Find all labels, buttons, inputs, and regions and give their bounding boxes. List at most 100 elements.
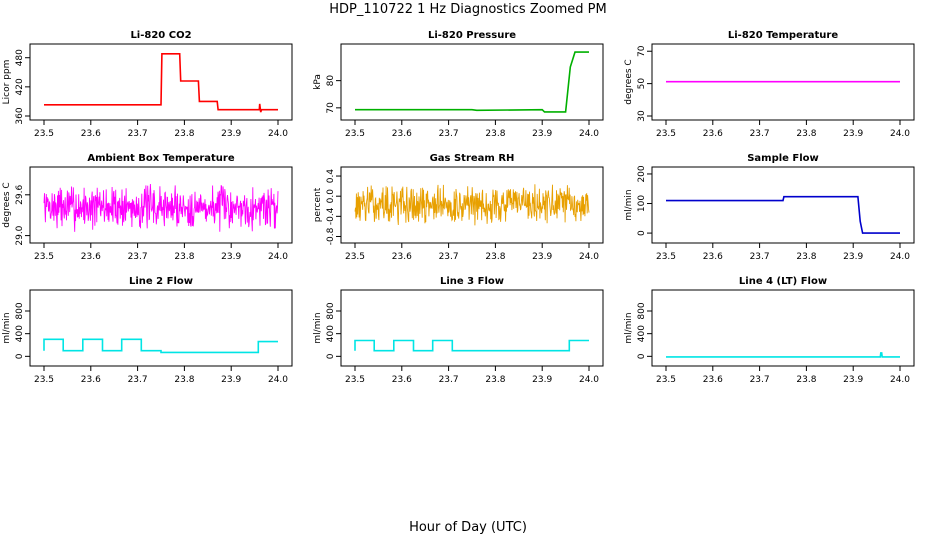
x-tick-label: 23.8 — [485, 129, 505, 139]
panel-9: Line 4 (LT) Flow 23.5 23.6 23.7 23.8 23.9 24.0… — [624, 276, 915, 385]
x-tick-label: 23.8 — [796, 375, 816, 385]
x-tick-label: 24.0 — [890, 252, 910, 262]
x-tick-label: 23.6 — [703, 375, 723, 385]
x-tick-label: 23.9 — [221, 375, 241, 385]
x-tick-label: 23.8 — [174, 375, 194, 385]
plot-frame — [29, 166, 293, 244]
panel-7: Line 2 Flow 23.5 23.6 23.7 23.8 23.9 24.0 0 400 8… — [2, 276, 293, 385]
panel-8: Line 3 Flow 23.5 23.6 23.7 23.8 23.9 24.0 0 400 8… — [313, 276, 604, 385]
y-tick-label: 400 — [326, 325, 336, 342]
panel-6: Sample Flow 23.5 23.6 23.7 23.8 23.9 24.0 0 100 2… — [624, 153, 915, 262]
x-tick-label: 23.7 — [128, 252, 148, 262]
x-tick-label: 23.8 — [796, 252, 816, 262]
panel-title: Ambient Box Temperature — [87, 153, 234, 164]
plot-frame — [651, 289, 915, 367]
y-tick-label: 80 — [326, 75, 336, 87]
series-line — [354, 339, 589, 352]
x-tick-label: 23.6 — [81, 375, 101, 385]
x-tick-label: 23.5 — [656, 129, 676, 139]
x-tick-label: 23.9 — [532, 375, 552, 385]
panel-title: Li-820 Temperature — [728, 30, 838, 41]
series-line — [354, 184, 590, 226]
y-axis-label: percent — [313, 187, 323, 222]
x-tick-label: 23.7 — [128, 375, 148, 385]
y-tick-label: 0 — [637, 353, 647, 359]
series-line — [666, 352, 900, 358]
y-axis-label: ml/min — [313, 312, 323, 343]
panel-3: Li-820 Temperature 23.5 23.6 23.7 23.8 23.9 24… — [624, 30, 915, 139]
x-tick-label: 24.0 — [890, 129, 910, 139]
x-tick-label: 23.9 — [532, 252, 552, 262]
panel-title: Gas Stream RH — [430, 153, 515, 164]
y-tick-label: 800 — [637, 302, 647, 319]
x-tick-label: 24.0 — [579, 375, 599, 385]
x-tick-label: 23.9 — [843, 252, 863, 262]
plot-frame — [651, 43, 915, 121]
x-tick-label: 23.9 — [843, 129, 863, 139]
plot-frame — [29, 289, 293, 367]
series-line — [43, 338, 278, 354]
y-tick-label: 360 — [15, 107, 25, 124]
figure-title: HDP_110722 1 Hz Diagnostics Zoomed PM — [329, 2, 607, 17]
series-line — [355, 51, 589, 113]
x-tick-label: 23.5 — [34, 129, 54, 139]
y-tick-label: 29.0 — [15, 225, 25, 245]
x-tick-label: 23.7 — [439, 129, 459, 139]
x-tick-label: 23.6 — [703, 129, 723, 139]
panel-4: Ambient Box Temperature 23.5 23.6 23.7 23.8 2… — [2, 153, 293, 262]
y-axis-label: kPa — [313, 74, 323, 90]
y-tick-label: -0.8 — [326, 227, 336, 245]
panel-title: Li-820 Pressure — [428, 30, 516, 41]
x-tick-label: 24.0 — [579, 129, 599, 139]
x-tick-label: 23.9 — [221, 252, 241, 262]
plot-frame — [340, 166, 604, 244]
panels-group: Li-820 CO2 23.5 23.6 23.7 23.8 23.9 24.0 360 420… — [2, 30, 915, 385]
y-axis-label: degrees C — [624, 59, 634, 104]
y-tick-label: 0 — [637, 230, 647, 236]
y-axis-label: Licor ppm — [2, 60, 12, 105]
y-tick-label: 0 — [15, 353, 25, 359]
x-tick-label: 24.0 — [268, 129, 288, 139]
x-tick-label: 24.0 — [890, 375, 910, 385]
y-tick-label: 29.6 — [15, 185, 25, 205]
y-axis-label: ml/min — [624, 189, 634, 220]
y-tick-label: 30 — [637, 110, 647, 122]
series-line — [666, 195, 900, 234]
x-tick-label: 23.5 — [656, 375, 676, 385]
y-tick-label: 400 — [637, 325, 647, 342]
x-tick-label: 24.0 — [268, 252, 288, 262]
x-tick-label: 24.0 — [268, 375, 288, 385]
y-axis-label: ml/min — [2, 312, 12, 343]
panel-title: Sample Flow — [747, 153, 819, 164]
panel-title: Line 2 Flow — [129, 276, 193, 287]
x-tick-label: 23.8 — [174, 129, 194, 139]
x-tick-label: 23.7 — [439, 252, 459, 262]
figure-xlabel: Hour of Day (UTC) — [409, 520, 527, 535]
x-tick-label: 23.5 — [345, 129, 365, 139]
plot-frame — [340, 289, 604, 367]
panel-2: Li-820 Pressure 23.5 23.6 23.7 23.8 23.9 24.0 7… — [313, 30, 604, 139]
panel-title: Line 3 Flow — [440, 276, 504, 287]
x-tick-label: 23.7 — [128, 129, 148, 139]
panel-5: Gas Stream RH 23.5 23.6 23.7 23.8 23.9 24.0 -0.… — [313, 153, 604, 262]
x-tick-label: 23.9 — [843, 375, 863, 385]
y-tick-label: 400 — [15, 325, 25, 342]
y-tick-label: 70 — [326, 102, 336, 114]
y-tick-label: 420 — [15, 78, 25, 95]
y-tick-label: 70 — [637, 45, 647, 57]
series-line — [44, 52, 278, 113]
y-tick-label: 50 — [637, 78, 647, 90]
x-tick-label: 23.9 — [532, 129, 552, 139]
x-tick-label: 23.5 — [345, 252, 365, 262]
y-tick-label: 480 — [15, 49, 25, 66]
x-tick-label: 23.9 — [221, 129, 241, 139]
series-line — [43, 183, 279, 232]
x-tick-label: 23.7 — [439, 375, 459, 385]
y-tick-label: 100 — [637, 195, 647, 212]
x-tick-label: 23.6 — [392, 129, 412, 139]
x-tick-label: 23.8 — [485, 252, 505, 262]
y-axis-label: ml/min — [624, 312, 634, 343]
x-tick-label: 23.5 — [34, 252, 54, 262]
panel-title: Li-820 CO2 — [130, 30, 191, 41]
